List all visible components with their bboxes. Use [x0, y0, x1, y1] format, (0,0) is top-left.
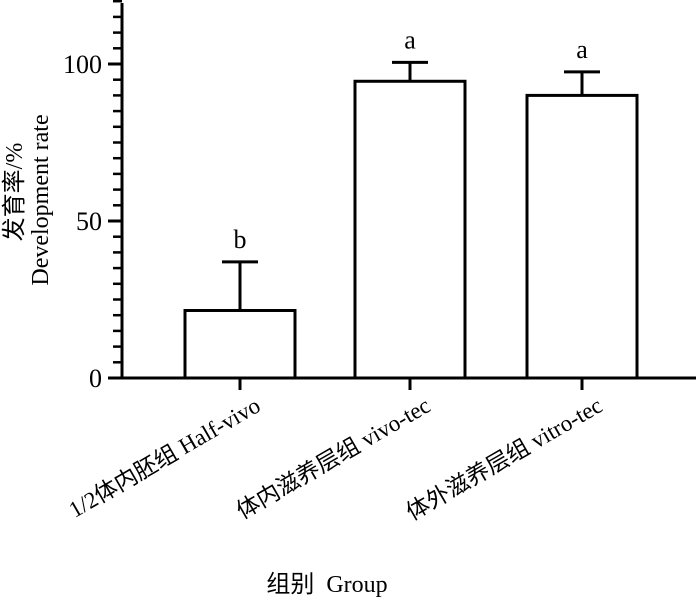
x-axis-ticks — [238, 378, 584, 390]
significance-letters: b a a — [234, 25, 589, 253]
y-tick-label: 50 — [76, 207, 102, 236]
y-tick-label: 0 — [89, 364, 102, 393]
bar — [353, 79, 467, 380]
bar — [525, 93, 639, 380]
x-axis-label: 组别 Group — [266, 571, 387, 598]
y-axis-label-en: Development rate — [28, 114, 54, 285]
y-axis-major-ticks — [108, 62, 122, 380]
y-axis-label-cn: 发育率/% — [1, 143, 28, 242]
error-bars — [222, 60, 600, 311]
bars — [183, 79, 639, 380]
significance-letter: b — [234, 225, 247, 254]
significance-letter: a — [576, 35, 588, 64]
y-axis-tick-labels: 0 50 100 — [63, 50, 102, 393]
y-tick-label: 100 — [63, 50, 102, 79]
significance-letter: a — [404, 25, 416, 54]
bar — [183, 308, 297, 380]
